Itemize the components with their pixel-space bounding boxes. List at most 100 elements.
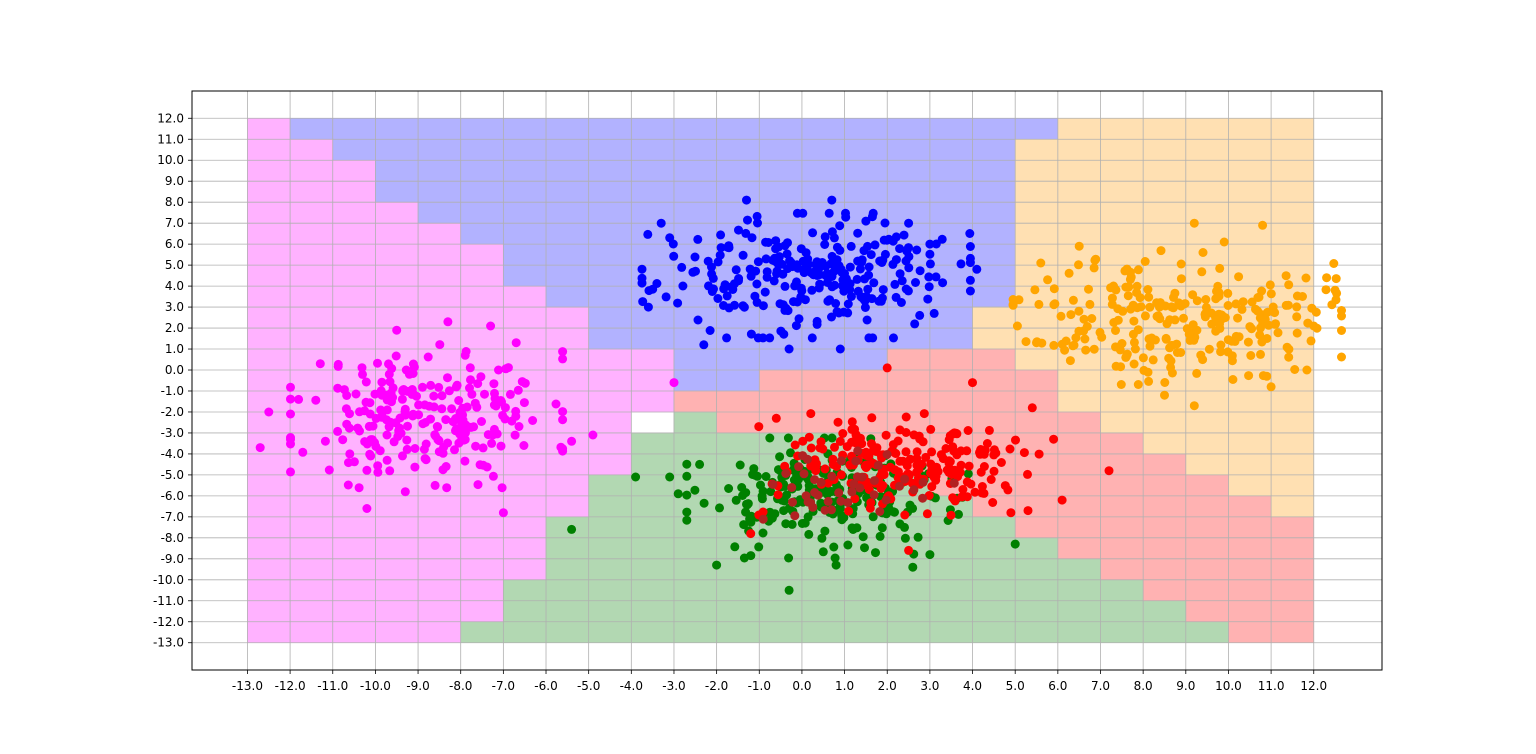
point-orange [1128,300,1138,310]
point-green [770,509,780,519]
point-magenta [437,391,447,401]
point-orange [1143,285,1153,294]
point-blue [815,279,825,289]
point-orange [1136,302,1146,312]
point-blue [704,281,713,291]
point-magenta [418,382,427,392]
point-blue [827,312,836,322]
point-orange [1116,380,1126,389]
point-red [901,412,911,422]
point-orange [1060,345,1070,355]
point-blue [781,303,791,313]
point-blue [882,235,892,245]
point-magenta [517,377,527,387]
point-magenta [286,382,295,392]
point-blue [915,310,925,320]
point-blue [794,314,804,324]
point-blue [824,208,834,218]
point-magenta [434,382,444,392]
point-red [945,457,955,467]
point-magenta [669,378,679,388]
point-red [919,409,929,419]
point-orange [1330,285,1340,295]
point-magenta [588,430,598,440]
point-magenta [558,407,568,417]
point-blue [891,255,901,265]
point-blue [965,258,975,268]
point-magenta [358,369,367,379]
point-red [962,446,972,456]
point-magenta [476,372,486,382]
point-orange [1176,301,1186,311]
point-red [818,444,828,454]
point-magenta [384,422,394,432]
point-red [882,363,892,373]
point-magenta [333,361,343,371]
point-orange [1273,328,1283,338]
point-darkred [836,456,846,466]
point-magenta [426,380,436,390]
y-tick-label: 10.0 [157,153,184,167]
x-tick-label: -3.0 [662,679,685,693]
point-red [820,464,830,474]
point-red [844,506,854,516]
point-blue [705,326,715,335]
point-magenta [473,480,483,490]
point-blue [878,285,888,295]
point-red [816,437,826,447]
point-orange [1148,355,1158,365]
point-green [631,472,641,482]
point-green [682,507,692,517]
point-orange [1068,341,1078,351]
point-magenta [365,398,375,408]
point-blue [722,333,732,343]
point-blue [853,228,863,238]
point-green [889,507,898,517]
point-orange [1244,371,1254,381]
point-blue [782,249,792,259]
point-blue [843,299,853,309]
point-blue [826,259,836,269]
point-magenta [407,385,417,394]
point-orange [1021,337,1031,347]
point-green [715,503,724,513]
point-orange [1302,365,1312,375]
point-magenta [473,379,483,389]
point-magenta [558,415,568,425]
x-tick-label: 5.0 [1006,679,1025,693]
point-darkred [875,507,885,516]
point-blue [925,239,935,249]
point-blue [783,264,793,274]
point-blue [799,268,809,278]
point-magenta [389,437,399,447]
point-green [858,532,868,542]
point-magenta [420,454,430,464]
y-tick-label: 6.0 [165,237,184,251]
point-orange [1184,329,1194,339]
point-magenta [376,386,386,396]
point-red [970,487,980,497]
point-red [1027,403,1037,413]
point-green [682,471,692,481]
point-red [895,456,905,466]
point-red [984,425,994,435]
point-blue [758,333,768,343]
point-magenta [434,436,444,446]
point-red [976,467,986,477]
point-magenta [478,460,488,470]
point-blue [806,268,816,278]
point-orange [1111,285,1121,295]
point-darkred [900,474,910,484]
point-blue [869,278,879,288]
point-orange [1212,286,1221,296]
point-red [861,450,871,460]
point-blue [691,266,700,276]
point-magenta [443,317,453,327]
point-blue [867,212,877,222]
point-green [783,433,793,443]
point-magenta [362,465,372,475]
point-magenta [373,358,382,368]
point-magenta [410,462,420,472]
y-tick-label: -8.0 [161,531,184,545]
point-magenta [386,388,396,398]
